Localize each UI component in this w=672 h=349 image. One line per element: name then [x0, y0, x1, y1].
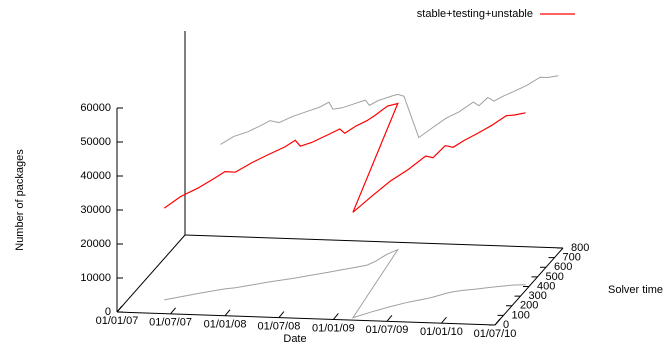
y-tick-label: 600	[554, 261, 572, 273]
x-tick	[441, 316, 447, 324]
x-axis-label: Date	[283, 333, 306, 345]
z-tick-label: 50000	[80, 136, 111, 148]
x-tick	[224, 309, 231, 317]
line	[163, 102, 526, 213]
x-tick	[386, 314, 393, 322]
legend-label: stable+testing+unstable	[417, 8, 533, 20]
x-tick	[332, 313, 339, 320]
x-tick	[116, 305, 123, 313]
y-tick-label: 800	[571, 242, 589, 254]
y-tick-label: 100	[512, 309, 530, 321]
base-edge	[116, 234, 186, 313]
z-tick-label: 10000	[80, 272, 111, 284]
projection-floor	[164, 248, 526, 319]
x-axis	[116, 311, 496, 326]
y-tick-label: 200	[520, 300, 538, 312]
y-tick-label: 700	[563, 252, 581, 264]
y-axis-label: Solver time	[608, 284, 663, 296]
y-tick-label: 400	[537, 280, 555, 292]
z-tick-label: 30000	[80, 204, 111, 216]
y-tick-label: 500	[546, 271, 564, 283]
z-axis-label: Number of packages	[14, 149, 26, 251]
x-tick	[170, 307, 176, 315]
base-edge	[184, 234, 564, 249]
y-tick-label: 300	[529, 290, 547, 302]
x-tick-label: 01/07/07	[149, 317, 192, 329]
x-tick-label: 01/07/08	[258, 320, 301, 332]
z-tick-label: 60000	[80, 102, 111, 114]
z-tick-label: 20000	[80, 238, 111, 250]
x-tick	[494, 318, 501, 326]
x-tick	[278, 311, 285, 318]
x-tick-label: 01/01/07	[96, 315, 139, 327]
projection-back	[220, 75, 559, 145]
x-tick-label: 01/07/09	[366, 324, 409, 336]
z-tick-label: 0	[105, 306, 111, 318]
z-tick-label: 40000	[80, 170, 111, 182]
x-tick-label: 01/01/09	[312, 322, 355, 334]
y-tick-label: 0	[503, 319, 509, 331]
x-tick-label: 01/07/10	[474, 328, 517, 340]
x-tick-label: 01/01/08	[204, 319, 247, 331]
x-tick-label: 01/01/10	[420, 326, 463, 338]
